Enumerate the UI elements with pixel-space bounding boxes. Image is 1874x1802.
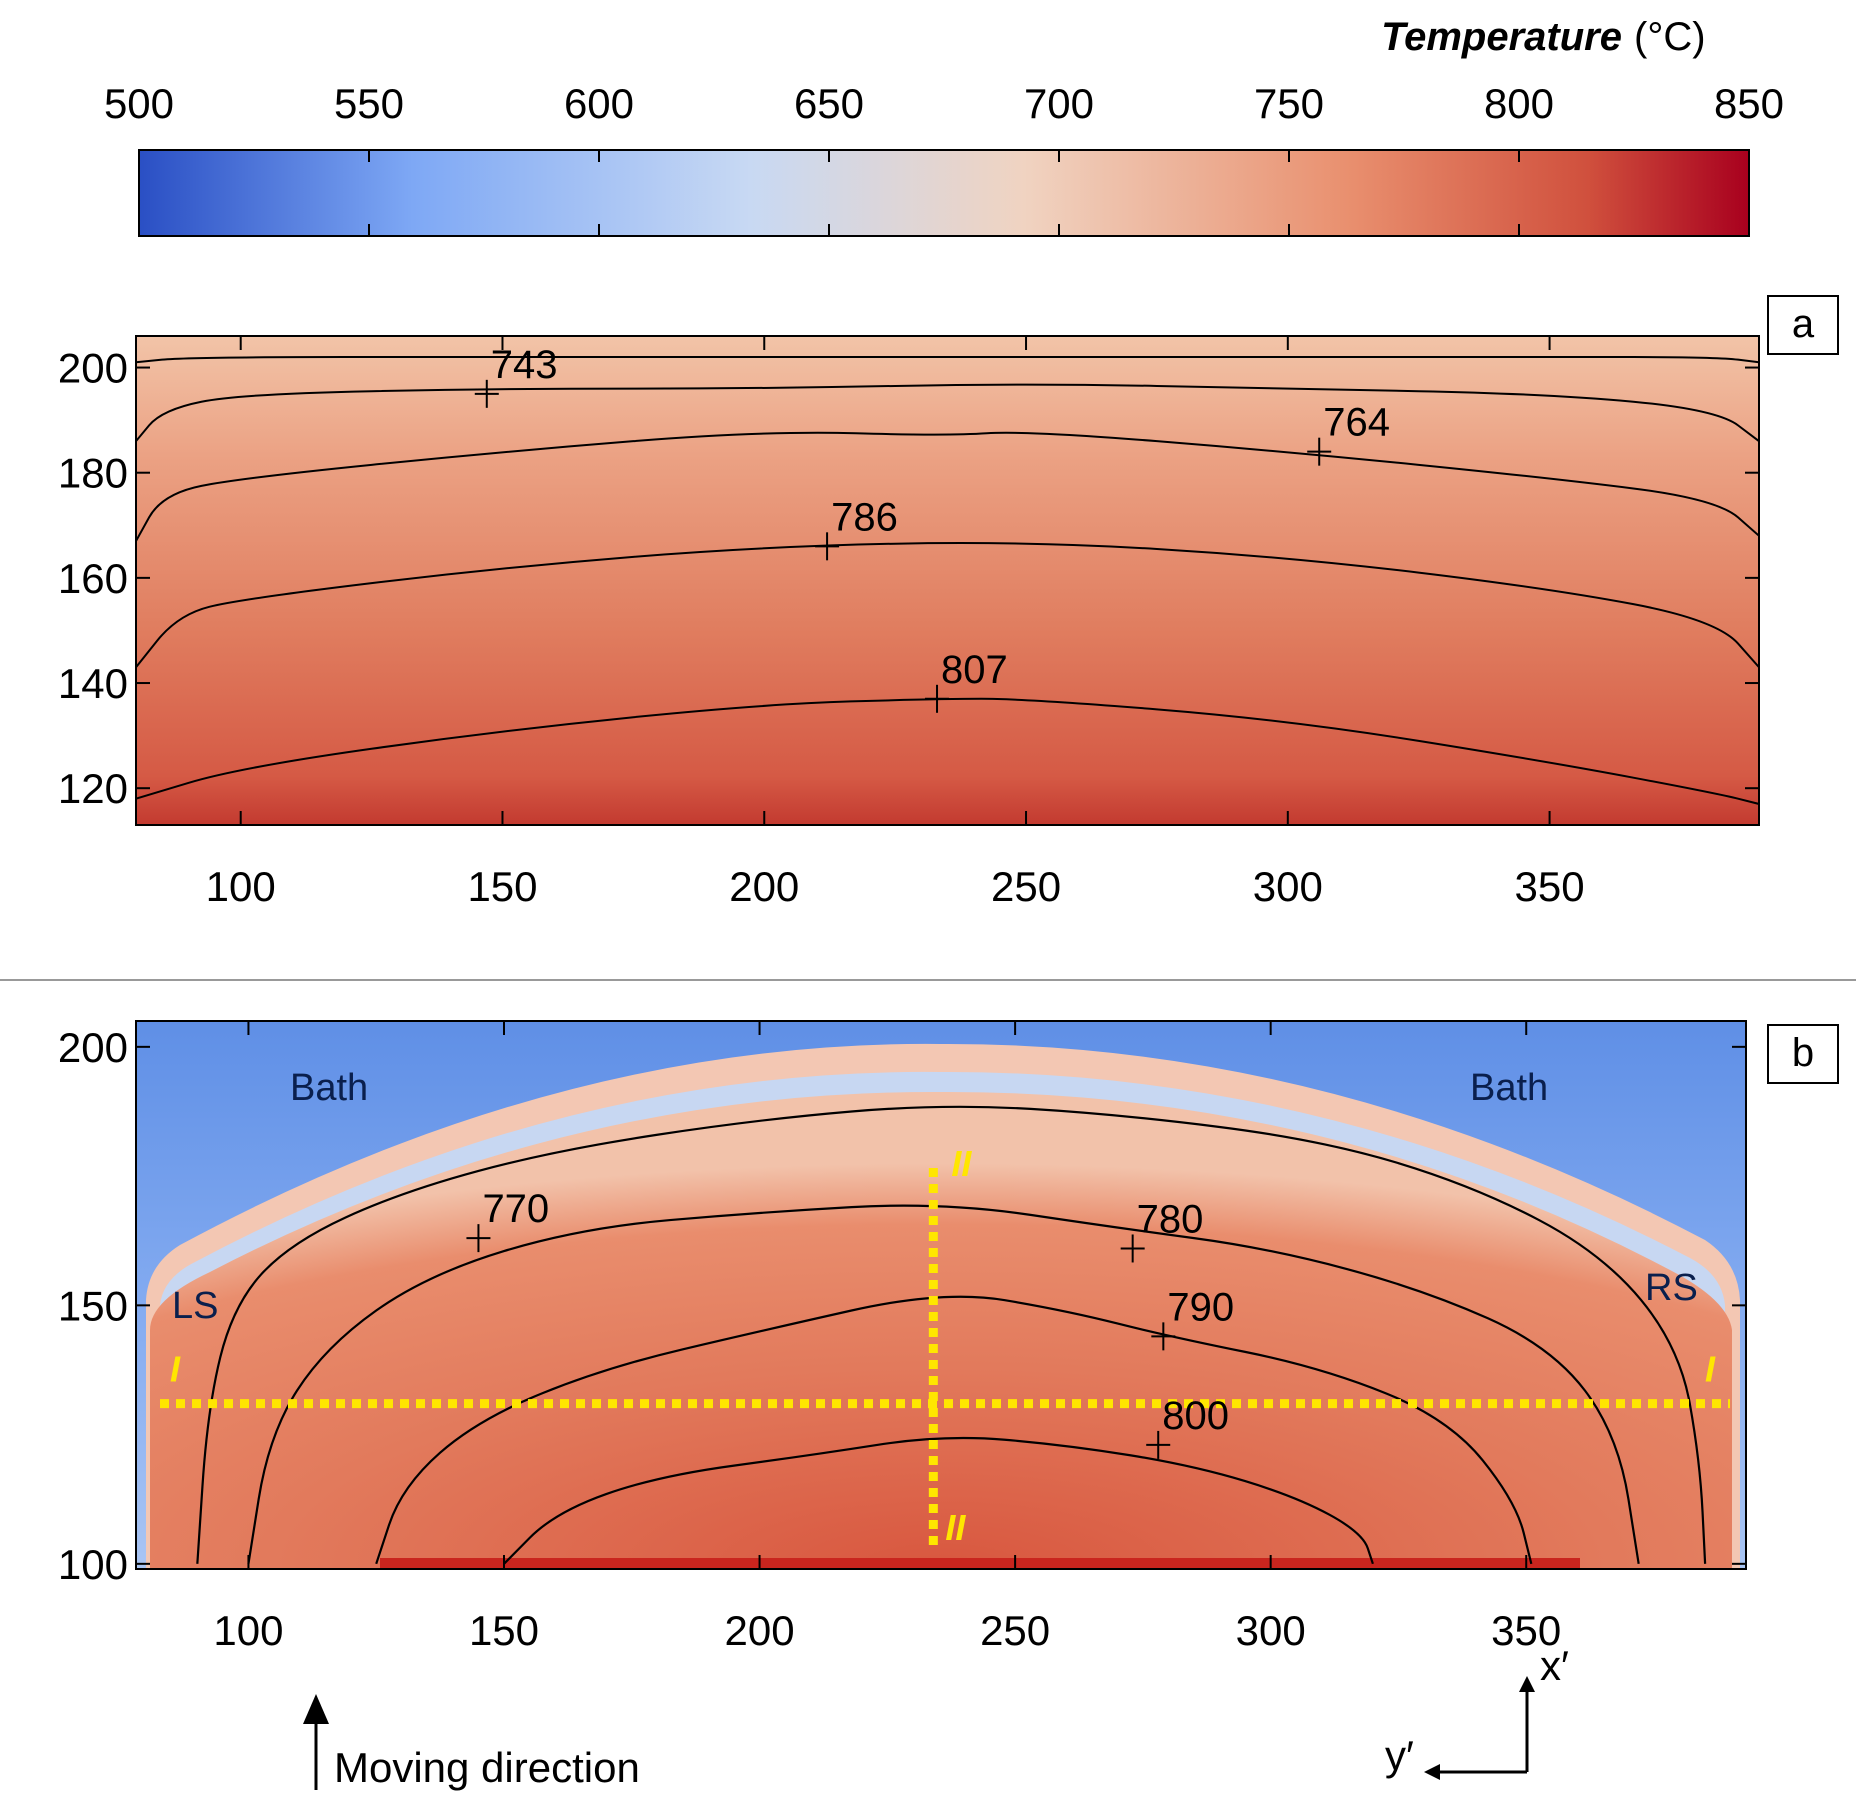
y-tick-label: 200 [58, 345, 128, 392]
colorbar-title: Temperature [1381, 15, 1622, 59]
colorbar-tick-label: 850 [1714, 80, 1784, 127]
panel-b-axes: 100 150 200 250 300 350 100 150 200 [58, 1021, 1746, 1654]
x-tick-label: 100 [213, 1607, 283, 1654]
panel-a-frame [135, 335, 1760, 826]
x-prime-label: x′ [1540, 1642, 1569, 1689]
x-tick-label: 100 [206, 863, 276, 910]
moving-direction-annotation: Moving direction [303, 1694, 640, 1791]
colorbar-tick-label: 600 [564, 80, 634, 127]
section-label-I-left: I [170, 1349, 181, 1390]
coordinate-axes-indicator: x′ y′ [1385, 1642, 1569, 1780]
y-tick-label: 180 [58, 450, 128, 497]
contour-label: 780 [1137, 1197, 1204, 1241]
contour-line [136, 431, 1759, 542]
rs-label: RS [1645, 1267, 1698, 1309]
contour-line [196, 1105, 1707, 1564]
y-tick-label: 140 [58, 660, 128, 707]
y-tick-label: 160 [58, 555, 128, 602]
section-label-II-bottom: II [945, 1507, 966, 1548]
contour-label: 770 [482, 1187, 549, 1231]
panel-a-heatmap [136, 336, 1759, 825]
x-tick-label: 200 [729, 863, 799, 910]
colorbar-tick-label: 800 [1484, 80, 1554, 127]
colorbar-unit: (°C) [1634, 15, 1706, 59]
y-tick-label: 100 [58, 1541, 128, 1588]
colorbar-tick-label: 500 [104, 80, 174, 127]
moving-direction-label: Moving direction [334, 1744, 640, 1791]
x-tick-label: 150 [469, 1607, 539, 1654]
x-tick-label: 350 [1491, 1607, 1561, 1654]
contour-line [375, 1295, 1533, 1565]
panel-a-letter: a [1792, 302, 1815, 346]
contour-line [247, 1204, 1640, 1565]
panel-a: 743 764 786 807 100 150 200 250 300 350 120 140 160… [58, 295, 1839, 910]
y-prime-label: y′ [1385, 1732, 1414, 1779]
contour-line [136, 383, 1759, 442]
x-tick-label: 200 [725, 1607, 795, 1654]
colorbar-tick-label: 700 [1024, 80, 1094, 127]
y-tick-label: 120 [58, 765, 128, 812]
x-tick-label: 350 [1515, 863, 1585, 910]
panel-b-letter-box [1767, 1024, 1839, 1084]
colorbar-gradient [138, 149, 1750, 237]
panel-b-pool-bottom-edge [380, 1558, 1580, 1569]
bath-left-label: Bath [290, 1067, 368, 1109]
x-tick-label: 300 [1236, 1607, 1306, 1654]
x-tick-label: 250 [991, 863, 1061, 910]
colorbar-ticks: 500 550 600 650 700 750 800 850 [104, 80, 1784, 236]
contour-label: 807 [941, 648, 1008, 692]
contour-label: 743 [491, 343, 558, 387]
bath-right-label: Bath [1470, 1067, 1548, 1109]
y-tick-label: 200 [58, 1024, 128, 1071]
section-label-I-right: I [1705, 1349, 1716, 1390]
colorbar: Temperature (°C) 500 550 600 650 700 750 800 85… [104, 15, 1784, 237]
panel-a-contour-labels: 743 764 786 807 [474, 343, 1390, 713]
panel-b-contours [196, 1105, 1707, 1565]
moving-direction-arrow-head [303, 1694, 329, 1724]
ls-label: LS [172, 1285, 218, 1327]
x-tick-label: 250 [980, 1607, 1050, 1654]
contour-label: 790 [1167, 1285, 1234, 1329]
contour-line [136, 356, 1759, 364]
section-label-II-top: II [951, 1143, 972, 1184]
contour-line [503, 1436, 1374, 1565]
colorbar-tick-label: 750 [1254, 80, 1324, 127]
panel-b-frame [135, 1020, 1747, 1570]
y-prime-arrow-head [1424, 1764, 1440, 1780]
x-prime-arrow-head [1519, 1676, 1535, 1692]
x-tick-label: 300 [1253, 863, 1323, 910]
panel-b-pool [150, 1091, 1732, 1569]
x-tick-label: 150 [467, 863, 537, 910]
colorbar-tick-label: 650 [794, 80, 864, 127]
panel-a-letter-box [1767, 295, 1839, 355]
y-tick-label: 150 [58, 1282, 128, 1329]
contour-line [136, 542, 1759, 668]
panel-a-axes: 100 150 200 250 300 350 120 140 160 180 200 [58, 336, 1759, 910]
colorbar-tick-label: 550 [334, 80, 404, 127]
contour-label: 764 [1323, 401, 1390, 445]
contour-label: 786 [831, 495, 898, 539]
panel-b-letter: b [1792, 1031, 1814, 1075]
contour-label: 800 [1162, 1394, 1229, 1438]
panel-b-contour-labels: 770 780 790 800 [466, 1187, 1234, 1459]
